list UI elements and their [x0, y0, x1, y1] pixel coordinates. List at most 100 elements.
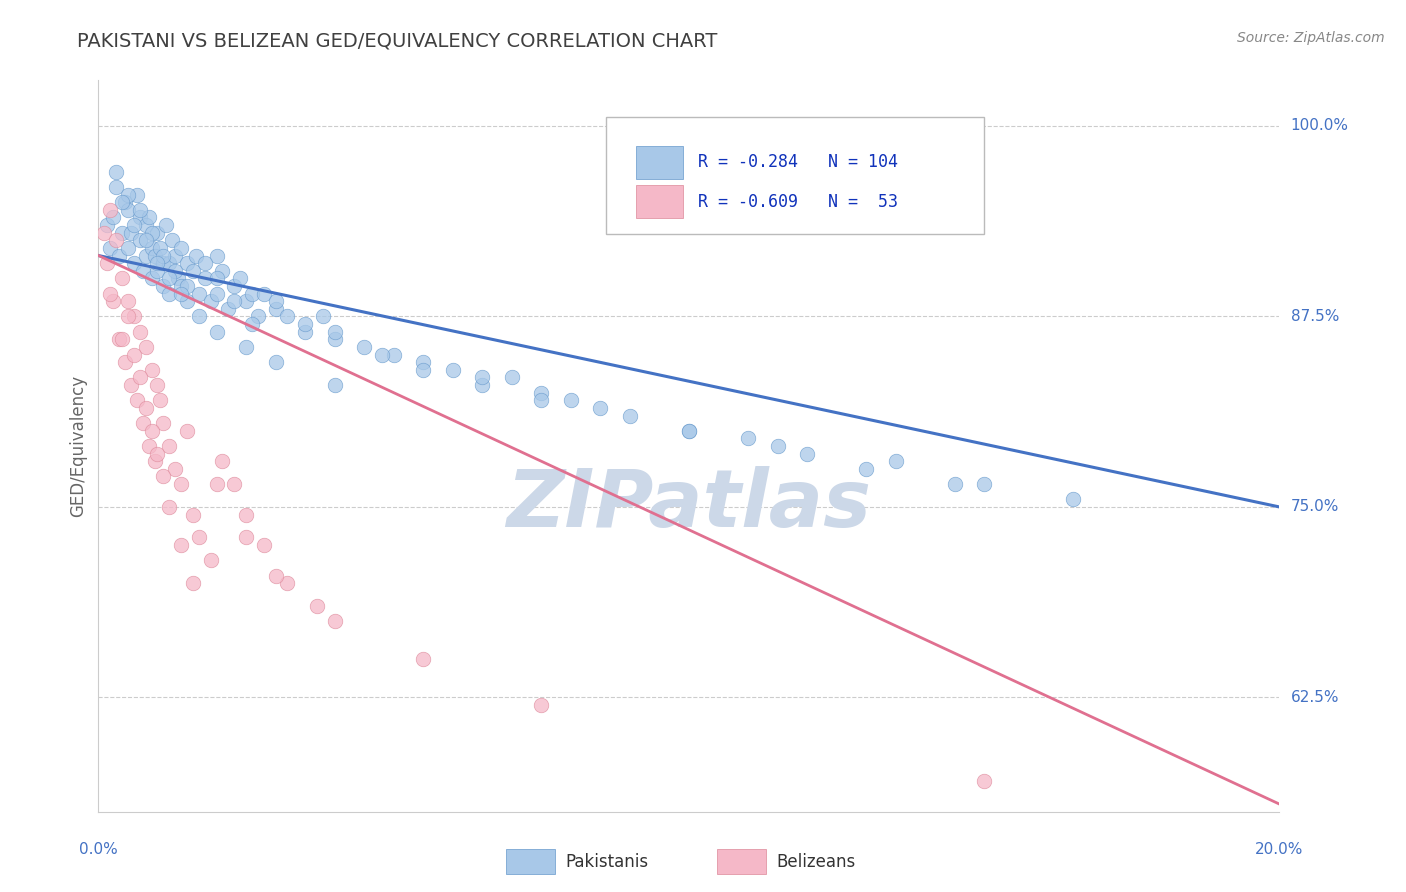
Point — [382, 347, 405, 362]
Point — [884, 454, 907, 468]
Point — [678, 424, 700, 438]
Point — [530, 385, 553, 400]
Point — [560, 393, 582, 408]
Point — [276, 576, 298, 591]
Point — [143, 248, 166, 262]
FancyBboxPatch shape — [636, 146, 683, 179]
Point — [205, 477, 228, 491]
Point — [152, 248, 174, 262]
Point — [276, 310, 298, 324]
Point — [973, 477, 995, 491]
Point — [157, 286, 180, 301]
Point — [128, 211, 150, 225]
Point — [152, 279, 174, 293]
Point — [176, 279, 198, 293]
Point — [211, 264, 233, 278]
Point — [152, 469, 174, 483]
Point — [114, 195, 136, 210]
Point — [105, 180, 128, 194]
Point — [305, 599, 328, 613]
Point — [122, 347, 145, 362]
Point — [135, 248, 157, 262]
Point — [170, 477, 193, 491]
Point — [117, 241, 139, 255]
Point — [235, 508, 257, 522]
Point — [589, 401, 612, 415]
Point — [412, 363, 434, 377]
Point — [176, 256, 198, 270]
Point — [246, 310, 269, 324]
Point — [855, 462, 877, 476]
Point — [135, 233, 157, 247]
Point — [135, 401, 157, 415]
Point — [264, 568, 287, 582]
Point — [943, 477, 966, 491]
Point — [170, 286, 193, 301]
Point — [132, 416, 155, 430]
Text: Source: ZipAtlas.com: Source: ZipAtlas.com — [1237, 31, 1385, 45]
Point — [264, 294, 287, 309]
Point — [235, 294, 257, 309]
Point — [766, 439, 789, 453]
Point — [96, 218, 118, 232]
Point — [117, 310, 139, 324]
Point — [111, 332, 134, 346]
Point — [143, 454, 166, 468]
Point — [796, 447, 818, 461]
Point — [146, 264, 169, 278]
Point — [146, 378, 169, 392]
Point — [371, 347, 394, 362]
Point — [117, 202, 139, 217]
Point — [737, 431, 759, 445]
Point — [412, 652, 434, 666]
Point — [441, 363, 464, 377]
Point — [103, 211, 125, 225]
Point — [98, 286, 121, 301]
Text: 62.5%: 62.5% — [1291, 690, 1339, 705]
Point — [117, 294, 139, 309]
Point — [224, 477, 246, 491]
Point — [141, 226, 163, 240]
Text: 87.5%: 87.5% — [1291, 309, 1339, 324]
Text: R = -0.284   N = 104: R = -0.284 N = 104 — [699, 153, 898, 171]
Point — [111, 226, 134, 240]
Point — [141, 363, 163, 377]
Point — [141, 271, 163, 285]
Text: Belizeans: Belizeans — [776, 853, 855, 871]
Point — [235, 340, 257, 354]
Point — [162, 233, 183, 247]
Point — [157, 439, 180, 453]
Point — [253, 538, 276, 552]
Point — [323, 378, 346, 392]
Point — [125, 393, 148, 408]
Point — [135, 218, 157, 232]
Point — [114, 355, 136, 369]
Point — [122, 218, 145, 232]
Text: 20.0%: 20.0% — [1256, 842, 1303, 857]
Point — [125, 187, 148, 202]
Point — [471, 370, 494, 384]
Point — [323, 332, 346, 346]
Point — [200, 294, 222, 309]
Point — [165, 248, 187, 262]
Point — [184, 248, 207, 262]
Point — [312, 310, 335, 324]
Point — [105, 164, 128, 178]
Point — [264, 355, 287, 369]
Point — [167, 271, 190, 285]
Point — [678, 424, 700, 438]
Point — [501, 370, 523, 384]
Point — [323, 614, 346, 628]
Text: 0.0%: 0.0% — [79, 842, 118, 857]
Point — [98, 241, 121, 255]
Point — [96, 256, 118, 270]
Point — [187, 286, 209, 301]
Point — [146, 256, 169, 270]
Point — [530, 698, 553, 712]
Point — [111, 195, 134, 210]
Point — [157, 500, 180, 514]
Text: 75.0%: 75.0% — [1291, 500, 1339, 515]
Point — [205, 248, 228, 262]
Text: 100.0%: 100.0% — [1291, 119, 1348, 134]
Point — [141, 424, 163, 438]
